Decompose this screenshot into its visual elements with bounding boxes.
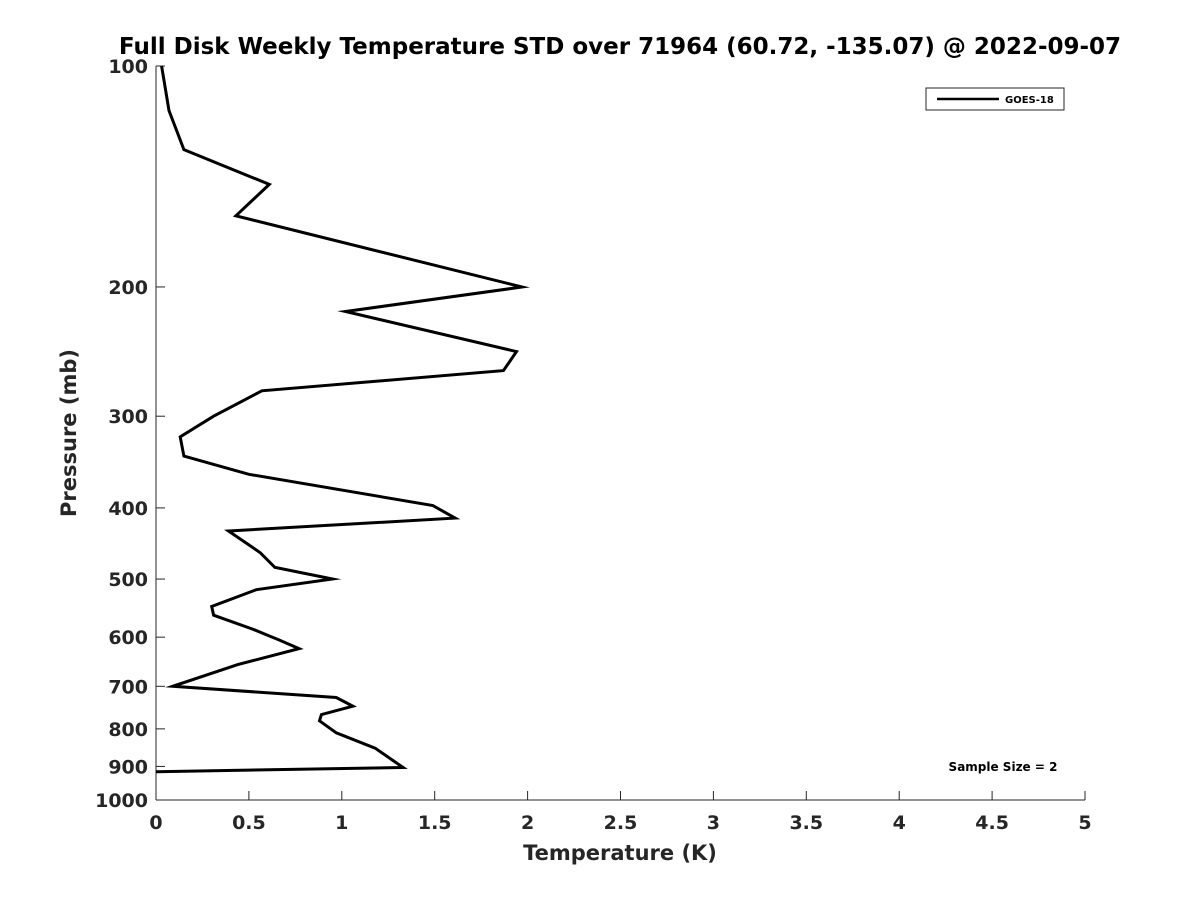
y-tick-label: 100 [108,56,148,78]
y-tick-label: 600 [108,627,148,649]
series-line-goes-18 [155,65,530,774]
y-tick-label: 900 [108,756,148,778]
x-tick-label: 1 [335,812,348,834]
x-tick-label: 3 [707,812,720,834]
legend-entry-goes-18: GOES-18 [1005,95,1054,106]
x-tick-label: 1.5 [418,812,452,834]
x-tick-label: 3.5 [789,812,823,834]
x-tick-label: 2.5 [604,812,638,834]
x-tick-label: 2 [521,812,534,834]
axes: 0 0.5 1 1.5 2 2.5 3 3.5 4 4.5 5 100 200 300 400 500 600 7… [95,56,1092,834]
x-tick-label: 4 [893,812,906,834]
x-tick-label: 4.5 [975,812,1009,834]
y-tick-label: 200 [108,277,148,299]
y-tick-label: 1000 [95,790,148,812]
x-axis-label: Temperature (K) [523,841,717,865]
x-tick-label: 5 [1078,812,1091,834]
x-tick-label: 0 [149,812,162,834]
y-axis-label: Pressure (mb) [57,349,81,517]
y-tick-label: 800 [108,719,148,741]
y-tick-label: 400 [108,498,148,520]
y-tick-label: 500 [108,569,148,591]
legend: GOES-18 [925,87,1065,111]
series-layer [155,65,530,774]
chart-title: Full Disk Weekly Temperature STD over 71… [119,34,1121,60]
sample-size-annotation: Sample Size = 2 [949,760,1058,774]
x-tick-label: 0.5 [232,812,266,834]
y-tick-label: 300 [108,406,148,428]
y-tick-label: 700 [108,676,148,698]
